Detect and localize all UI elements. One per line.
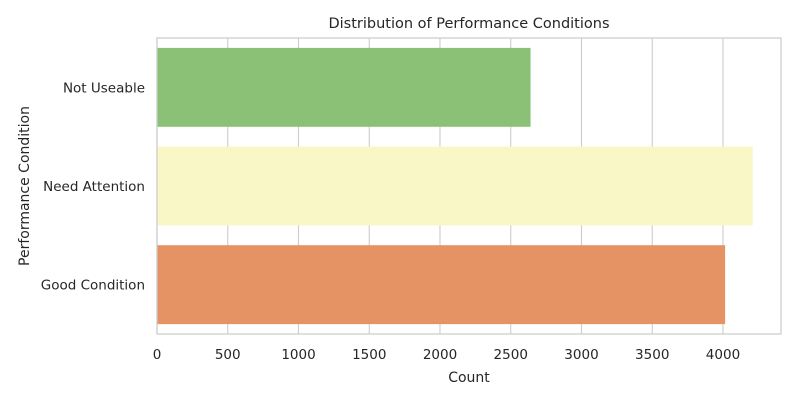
x-tick-label: 2000 [423,347,457,363]
x-tick-label: 4000 [706,347,740,363]
x-tick-labels: 0 500 1000 1500 2000 2500 3000 3500 4000 [153,347,740,363]
chart-title: Distribution of Performance Conditions [328,16,609,32]
x-axis-label: Count [448,370,490,386]
plot-frame [156,37,782,335]
x-tick-label: 500 [215,347,241,363]
y-tick-label: Need Attention [43,179,145,195]
y-tick-label: Good Condition [41,278,145,294]
y-tick-labels: Not Useable Need Attention Good Condition [41,80,145,293]
x-tick-label: 1500 [352,347,386,363]
bar [157,245,726,325]
x-tick-label: 0 [153,347,162,363]
x-tick-label: 1000 [281,347,315,363]
y-axis-label: Performance Condition [17,106,33,266]
y-tick-label: Not Useable [63,80,145,96]
bar [157,47,531,127]
bar [157,146,753,226]
x-tick-label: 3500 [635,347,669,363]
x-tick-label: 2500 [494,347,528,363]
x-tick-label: 3000 [564,347,598,363]
bars [157,47,753,325]
